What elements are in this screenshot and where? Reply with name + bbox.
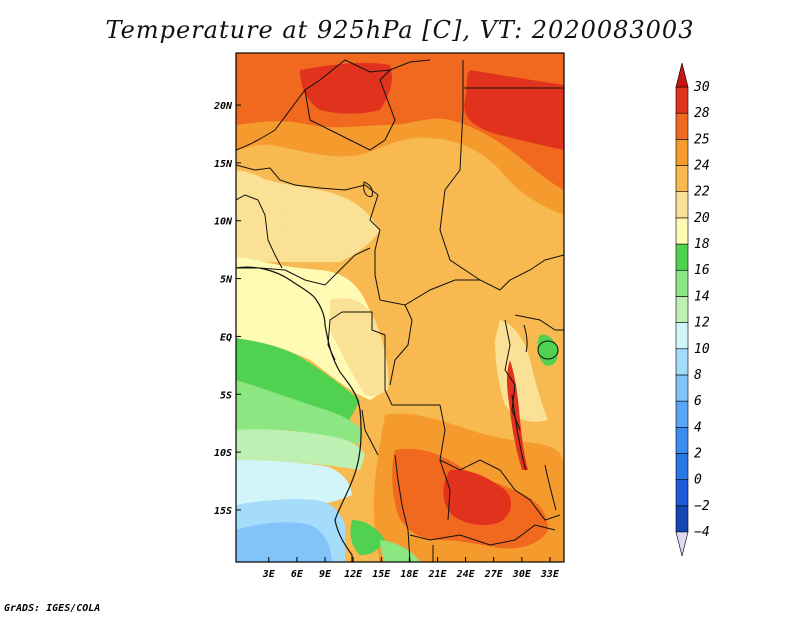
x-tick-label: 9E <box>319 569 332 580</box>
border-line <box>389 304 413 386</box>
border-line <box>236 164 381 231</box>
border-line <box>409 524 556 546</box>
grads-credit: GrADS: IGES/COLA <box>4 603 101 614</box>
field-region <box>506 360 528 470</box>
temperature-field <box>236 53 564 562</box>
y-tick-label: 5N <box>220 275 233 286</box>
colorbar-swatch <box>675 165 689 193</box>
border-line <box>342 311 440 406</box>
colorbar-label: −4 <box>694 525 710 540</box>
colorbar-swatch <box>675 453 689 480</box>
border-line <box>394 454 411 562</box>
colorbar-swatch <box>675 400 689 428</box>
colorbar-swatch <box>675 505 689 533</box>
colorbar-label: 14 <box>694 289 710 304</box>
x-axis: 3E 6E 9E 12E 15E 18E 21E 24E 27E 30E 33E <box>262 557 560 580</box>
colorbar-label: 16 <box>694 263 710 278</box>
field-region <box>443 469 512 526</box>
border-line <box>236 247 371 286</box>
border-line <box>439 60 564 291</box>
map-frame <box>235 52 565 563</box>
y-tick-label: 15N <box>214 159 233 170</box>
lake-chad <box>363 181 373 197</box>
x-tick-label: 27E <box>484 569 504 580</box>
colorbar-swatch <box>675 348 689 376</box>
x-tick-label: 3E <box>262 569 276 580</box>
colorbar-label: 4 <box>694 420 702 435</box>
colorbar-label: −2 <box>694 499 710 514</box>
y-tick-label: 10N <box>214 217 233 228</box>
x-tick-label: 15E <box>372 569 391 580</box>
x-tick-label: 12E <box>344 569 363 580</box>
colorbar-swatch <box>675 191 689 219</box>
colorbar-label: 24 <box>694 159 710 174</box>
field-region <box>236 429 365 470</box>
field-region <box>236 380 362 445</box>
colorbar-swatch <box>675 217 689 245</box>
colorbar-label: 30 <box>693 80 710 95</box>
colorbar-label: 25 <box>694 132 710 147</box>
field-region <box>350 520 385 556</box>
colorbar-swatch <box>675 112 689 140</box>
border-line <box>236 194 283 269</box>
x-tick-label: 6E <box>291 569 304 580</box>
colorbar-label: 22 <box>694 185 710 200</box>
colorbar-label: 10 <box>694 342 710 357</box>
colorbar-swatch <box>675 139 689 166</box>
lake-albert <box>523 324 528 353</box>
x-tick-label: 33E <box>540 569 560 580</box>
colorbar-swatch <box>675 296 689 323</box>
colorbar-swatch <box>675 243 689 271</box>
colorbar-swatch <box>675 374 689 402</box>
field-region <box>236 460 352 510</box>
map-title: Temperature at 925hPa [C], VT: 202008300… <box>105 16 695 44</box>
colorbar-swatch <box>675 269 689 297</box>
colorbar-label: 0 <box>694 473 702 488</box>
border-line <box>439 459 451 521</box>
lake-malawi <box>544 464 557 511</box>
border-line <box>361 409 379 456</box>
colorbar-label: 8 <box>694 368 702 383</box>
lake-tanganyika <box>511 394 527 471</box>
colorbar-high-triangle <box>675 62 689 88</box>
x-tick-label: 30E <box>512 569 532 580</box>
border-line <box>304 69 396 151</box>
lake-victoria <box>537 340 559 360</box>
colorbar-label: 28 <box>694 106 710 121</box>
y-tick-label: 10S <box>214 448 232 459</box>
x-tick-label: 21E <box>427 569 447 580</box>
colorbar-swatch <box>675 86 689 114</box>
colorbar-label: 6 <box>694 394 702 409</box>
y-tick-label: EQ <box>220 332 232 343</box>
colorbar-label: 12 <box>694 316 710 331</box>
country-borders <box>236 59 564 562</box>
field-region <box>330 298 389 397</box>
colorbar-low-triangle <box>675 531 689 557</box>
lakes <box>363 181 559 511</box>
y-tick-label: 15S <box>214 506 232 517</box>
field-region <box>300 62 392 114</box>
y-axis: 20N 15N 10N 5N EQ 5S 10S 15S <box>213 101 241 517</box>
field-region <box>464 70 564 150</box>
field-region <box>236 170 284 258</box>
x-tick-label: 18E <box>400 569 419 580</box>
border-line <box>236 59 431 151</box>
y-tick-label: 20N <box>213 101 233 112</box>
colorbar-label: 2 <box>694 446 702 461</box>
colorbar-swatch <box>675 426 689 454</box>
colorbar-label: 18 <box>694 237 710 252</box>
coastline <box>236 266 362 562</box>
border-line <box>439 404 561 521</box>
border-line <box>514 314 564 331</box>
x-tick-label: 24E <box>456 569 476 580</box>
colorbar-swatch <box>675 479 689 507</box>
colorbar-label: 20 <box>694 211 710 226</box>
colorbar-swatch <box>675 322 689 350</box>
border-line <box>374 229 480 306</box>
border-line <box>504 319 521 431</box>
field-region <box>236 522 332 562</box>
y-tick-label: 5S <box>220 390 232 401</box>
